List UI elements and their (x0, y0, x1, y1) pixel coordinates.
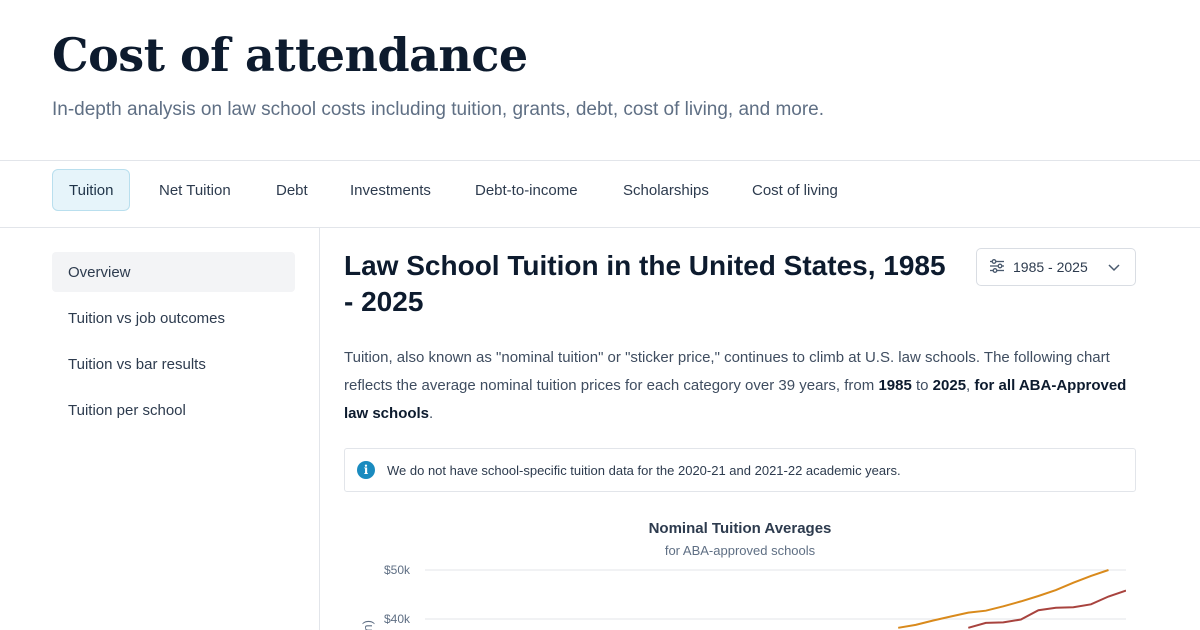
tab-cost-of-living[interactable]: Cost of living (752, 181, 838, 199)
section-description: Tuition, also known as "nominal tuition"… (344, 344, 1144, 428)
y-tick-label: $50k (384, 563, 411, 577)
sliders-icon (989, 258, 1005, 277)
main-content: Law School Tuition in the United States,… (320, 228, 1200, 630)
description-start-year: 1985 (878, 377, 912, 394)
tab-debt-to-income[interactable]: Debt-to-income (475, 181, 578, 199)
year-range-select[interactable]: 1985 - 2025 (976, 248, 1136, 286)
page-title: Cost of attendance (52, 28, 528, 82)
chevron-down-icon (1107, 260, 1121, 277)
description-text: , (966, 377, 975, 394)
tab-debt[interactable]: Debt (276, 181, 308, 199)
sidebar-item-tuition-per-school[interactable]: Tuition per school (68, 401, 186, 419)
page-header: Cost of attendance In-depth analysis on … (0, 0, 1200, 161)
tab-investments[interactable]: Investments (350, 181, 431, 199)
sidebar-item-tuition-vs-bar-results[interactable]: Tuition vs bar results (68, 355, 206, 373)
chart-title: Nominal Tuition Averages (648, 520, 832, 537)
series-line-1 (898, 569, 1109, 629)
tab-tuition[interactable]: Tuition (52, 169, 131, 211)
section-tabs: Tuition Net Tuition Debt Investments Deb… (0, 161, 1200, 228)
chart-plot: $50k $40k on) (360, 563, 1126, 630)
sidebar: Overview Tuition vs job outcomes Tuition… (0, 228, 320, 630)
notice-text: We do not have school-specific tuition d… (387, 462, 901, 478)
y-axis-label: on) (360, 620, 375, 630)
sidebar-item-tuition-vs-job-outcomes[interactable]: Tuition vs job outcomes (68, 309, 226, 327)
series-line-2 (968, 589, 1126, 629)
description-text: Tuition, also known as "nominal tuition"… (344, 349, 1110, 394)
description-scope: for all ABA-Approved law schools (344, 377, 1127, 422)
description-text: . (429, 405, 434, 422)
tuition-chart: Nominal Tuition Averages for ABA-approve… (344, 516, 1136, 630)
section-title: Law School Tuition in the United States,… (344, 250, 946, 317)
page-subtitle: In-depth analysis on law school costs in… (52, 99, 825, 120)
y-tick-label: $40k (384, 612, 411, 626)
info-icon: i (357, 461, 375, 479)
info-notice: i We do not have school-specific tuition… (344, 448, 1136, 492)
tab-net-tuition[interactable]: Net Tuition (159, 181, 231, 199)
description-text: to (911, 377, 933, 394)
tab-scholarships[interactable]: Scholarships (623, 181, 709, 199)
chart-subtitle: for ABA-approved schools (664, 543, 816, 558)
description-end-year: 2025 (932, 377, 967, 394)
year-range-label: 1985 - 2025 (1013, 259, 1088, 275)
sidebar-item-overview[interactable]: Overview (52, 252, 295, 292)
